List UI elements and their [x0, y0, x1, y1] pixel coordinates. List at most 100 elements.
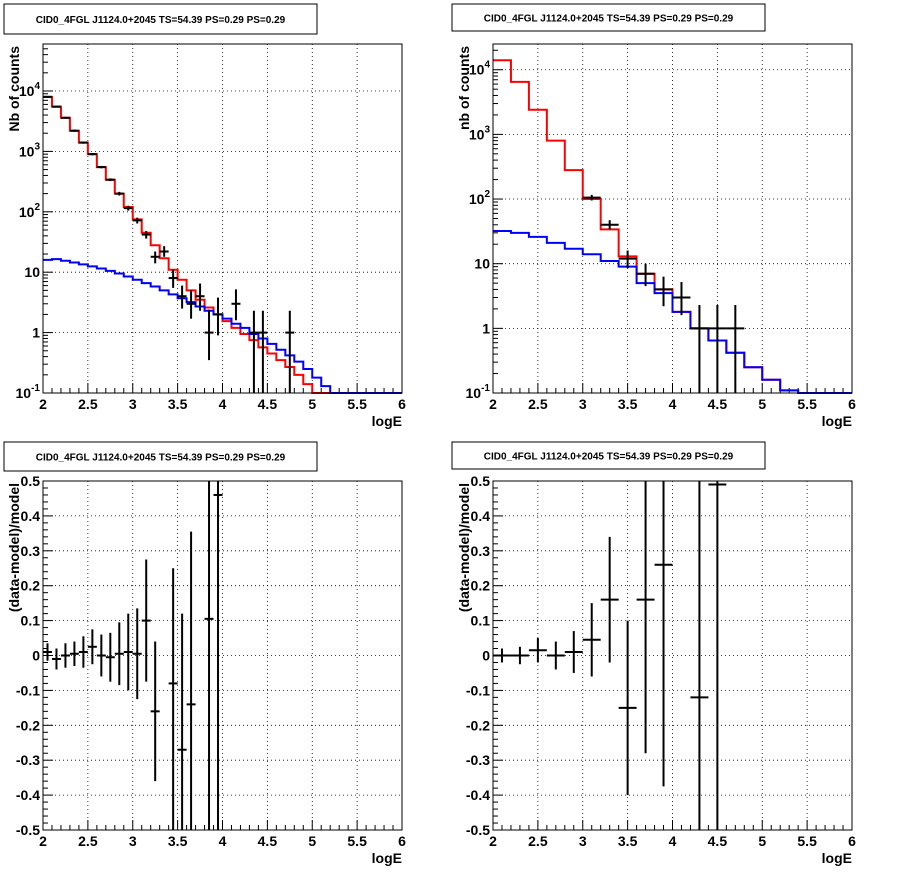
- x-tick-label: 4: [669, 396, 677, 412]
- y-tick-label: 103: [19, 141, 41, 159]
- x-tick-label: 2.5: [528, 396, 548, 412]
- data-point: [43, 643, 52, 661]
- x-tick-label: 5: [308, 396, 316, 412]
- data-point: [213, 297, 223, 336]
- data-point: [726, 304, 745, 393]
- data-point: [510, 646, 529, 665]
- y-tick-label: -0.4: [466, 787, 490, 803]
- x-tick-label: 2.5: [528, 833, 548, 849]
- x-tick-label: 5: [308, 833, 316, 849]
- data-point: [159, 246, 169, 257]
- plot-frame: [492, 43, 853, 394]
- data-point: [582, 194, 601, 201]
- x-tick-label: 2: [39, 396, 47, 412]
- data-point: [618, 250, 637, 269]
- series-line-total: [43, 95, 402, 394]
- data-point: [672, 282, 691, 316]
- data-point: [168, 269, 178, 288]
- y-tick-label: 1: [32, 325, 40, 341]
- x-tick-label: 6: [398, 833, 406, 849]
- data-point: [114, 191, 124, 196]
- y-tick-label: 104: [469, 60, 491, 78]
- x-tick-label: 4.5: [258, 833, 278, 849]
- data-point: [600, 220, 619, 230]
- data-point: [546, 641, 565, 670]
- y-tick-label: 0: [482, 648, 490, 664]
- x-tick-label: 5.5: [347, 833, 367, 849]
- data-points: [493, 481, 727, 830]
- y-tick-label: 0: [32, 648, 40, 664]
- y-tick-label: -0.5: [16, 822, 40, 838]
- x-tick-label: 2: [489, 396, 497, 412]
- title-box: [3, 441, 318, 472]
- data-point: [141, 559, 151, 682]
- data-points: [43, 481, 223, 830]
- y-tick-label: 103: [469, 124, 491, 142]
- x-tick-label: 4.5: [258, 396, 278, 412]
- data-point: [105, 178, 115, 182]
- y-tick-label: -0.2: [16, 717, 40, 733]
- data-point: [636, 263, 655, 287]
- data-point: [204, 481, 214, 830]
- data-point: [186, 290, 196, 319]
- x-tick-label: 3: [129, 396, 137, 412]
- data-point: [51, 648, 61, 670]
- x-tick-label: 5.5: [347, 396, 367, 412]
- chart-title: CID0_4FGL J1124.0+2045 TS=54.39 PS=0.29 …: [36, 453, 286, 464]
- data-point: [132, 217, 142, 224]
- y-tick-label: 10-1: [16, 383, 41, 401]
- data-point: [186, 531, 196, 830]
- data-point: [123, 613, 133, 691]
- plot-frame: [42, 43, 403, 394]
- y-tick-label: -0.5: [466, 822, 490, 838]
- data-point: [690, 304, 709, 393]
- y-tick-label: 0.3: [21, 543, 41, 559]
- plot-frame: [42, 480, 403, 831]
- x-tick-label: 4.5: [708, 833, 728, 849]
- data-point: [132, 608, 142, 700]
- y-tick-label: -0.2: [466, 717, 490, 733]
- data-point: [618, 620, 637, 796]
- x-tick-label: 6: [848, 396, 856, 412]
- chart-title: CID0_4FGL J1124.0+2045 TS=54.39 PS=0.29 …: [36, 15, 286, 26]
- data-point: [177, 285, 187, 309]
- panel-bottom-right: CID0_4FGL J1124.0+2045 TS=54.39 PS=0.29 …: [451, 441, 856, 866]
- data-points: [582, 194, 745, 393]
- axis-ticks: [492, 49, 853, 394]
- panel-top-right: CID0_4FGL J1124.0+2045 TS=54.39 PS=0.29 …: [451, 3, 856, 429]
- data-point: [708, 481, 727, 830]
- data-point: [528, 638, 547, 663]
- y-tick-label: 0.4: [471, 508, 491, 524]
- x-tick-label: 3: [129, 833, 137, 849]
- data-point: [636, 481, 655, 754]
- chart-title: CID0_4FGL J1124.0+2045 TS=54.39 PS=0.29 …: [484, 452, 734, 463]
- data-point: [87, 629, 97, 665]
- data-point: [78, 141, 88, 144]
- x-tick-label: 3.5: [618, 833, 638, 849]
- x-axis-label: logE: [372, 850, 402, 866]
- x-tick-label: 3.5: [168, 396, 188, 412]
- y-axis-label: (data-model)/model: [6, 483, 22, 612]
- y-axis-label: nb of counts: [456, 46, 472, 130]
- y-tick-label: 0.1: [471, 613, 491, 629]
- data-point: [493, 648, 511, 663]
- y-tick-label: -0.4: [16, 787, 40, 803]
- data-point: [195, 283, 205, 311]
- data-point: [258, 310, 268, 393]
- x-tick-label: 3: [579, 396, 587, 412]
- y-tick-label: 0.1: [21, 613, 41, 629]
- data-point: [78, 636, 88, 668]
- series-line-background: [43, 258, 402, 394]
- x-tick-label: 3.5: [618, 396, 638, 412]
- data-point: [114, 622, 124, 686]
- data-point: [564, 631, 583, 673]
- x-tick-label: 4: [669, 833, 677, 849]
- plot-frame: [492, 480, 853, 831]
- data-point: [60, 643, 70, 668]
- x-tick-label: 5: [758, 833, 766, 849]
- data-point: [69, 129, 79, 132]
- data-point: [213, 481, 223, 830]
- y-tick-label: 102: [469, 189, 491, 207]
- data-point: [150, 641, 160, 782]
- data-point: [654, 481, 673, 787]
